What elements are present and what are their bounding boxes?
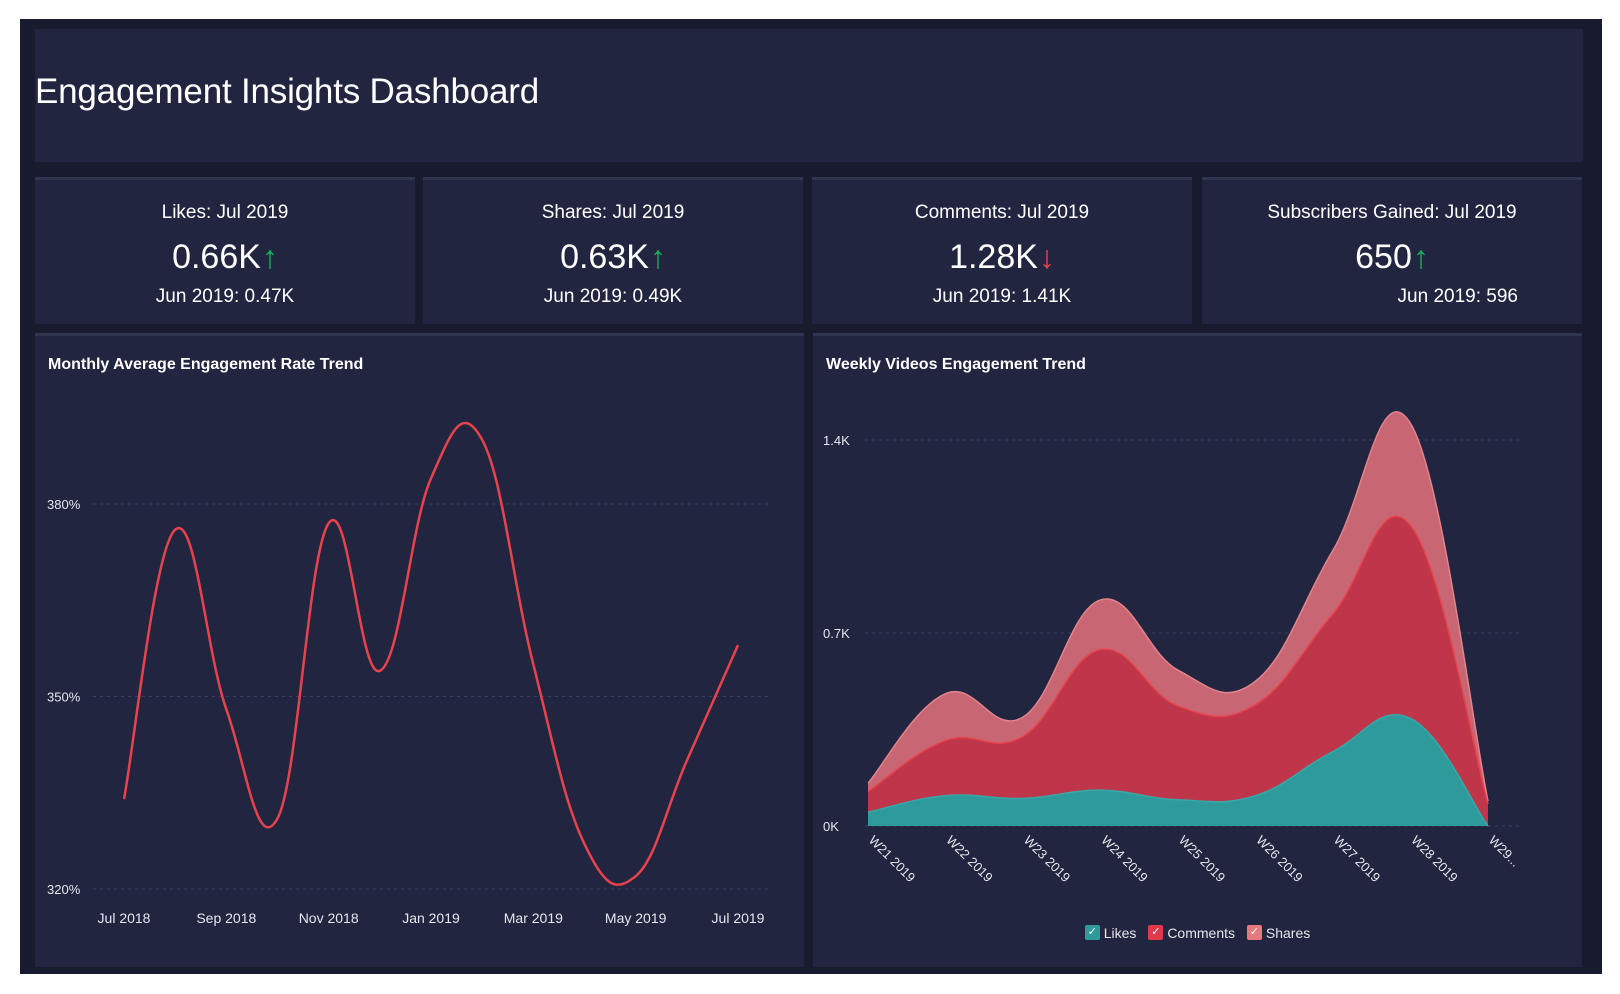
x-tick-label: May 2019 — [605, 910, 667, 926]
x-tick-label: Jul 2019 — [712, 910, 765, 926]
y-tick-label: 1.4K — [823, 433, 850, 448]
x-tick-label: W24 2019 — [1098, 833, 1151, 886]
kpi-card-comments[interactable]: Comments: Jul 2019 1.28K↓ Jun 2019: 1.41… — [812, 177, 1192, 324]
kpi-value: 0.66K↑ — [35, 238, 415, 277]
y-tick-label: 0K — [823, 819, 839, 834]
kpi-value-text: 650 — [1355, 238, 1412, 276]
trend-up-icon: ↑ — [261, 239, 278, 275]
kpi-value: 1.28K↓ — [812, 238, 1192, 277]
x-tick-label: W28 2019 — [1408, 833, 1461, 886]
engagement-rate-line-chart: 320% 350% 380% Jul 2018 Sep 2018 Nov 2018 Jan … — [47, 421, 770, 926]
legend-label: Comments — [1167, 924, 1235, 941]
trend-up-icon: ↑ — [649, 239, 666, 275]
x-tick-label: Sep 2018 — [196, 910, 256, 926]
kpi-previous: Jun 2019: 0.49K — [543, 286, 683, 307]
engagement-rate-chart-panel: Monthly Average Engagement Rate Trend 32… — [35, 333, 804, 967]
y-tick-label: 350% — [47, 690, 81, 705]
header-panel — [35, 29, 1583, 162]
kpi-title: Comments: Jul 2019 — [914, 202, 1090, 223]
x-tick-label: W27 2019 — [1331, 833, 1384, 886]
page-title: Engagement Insights Dashboard — [35, 72, 539, 111]
kpi-value: 0.63K↑ — [423, 238, 803, 277]
trend-down-icon: ↓ — [1038, 239, 1055, 275]
checkbox-icon: ✓ — [1148, 925, 1164, 940]
area-line-likes — [867, 713, 1489, 827]
kpi-card-likes[interactable]: Likes: Jul 2019 0.66K↑ Jun 2019: 0.47K — [35, 177, 415, 324]
chart-title: Monthly Average Engagement Rate Trend — [48, 356, 364, 373]
chart-legend: ✓ Likes ✓ Comments ✓ Shares — [813, 922, 1582, 941]
kpi-title: Subscribers Gained: Jul 2019 — [1267, 202, 1517, 223]
kpi-previous: Jun 2019: 596 — [1397, 286, 1518, 307]
kpi-card-subscribers[interactable]: Subscribers Gained: Jul 2019 650↑ Jun 20… — [1202, 177, 1582, 324]
x-tick-label: Jan 2019 — [402, 910, 460, 926]
x-tick-label: Nov 2018 — [299, 910, 359, 926]
legend-item-likes[interactable]: ✓ Likes — [1084, 924, 1137, 941]
checkbox-icon: ✓ — [1246, 925, 1262, 940]
trend-up-icon: ↑ — [1412, 239, 1429, 275]
x-tick-label: Jul 2018 — [98, 910, 151, 926]
kpi-value: 650↑ — [1202, 238, 1582, 277]
area-likes — [868, 714, 1488, 826]
kpi-title: Likes: Jul 2019 — [161, 202, 289, 223]
legend-label: Likes — [1103, 924, 1137, 941]
weekly-engagement-area-chart: 0K 0.7K 1.4K W21 2019 W22 2019 W23 2019 W24 20… — [823, 411, 1523, 886]
kpi-value-text: 0.63K — [560, 238, 649, 276]
y-tick-label: 0.7K — [823, 626, 850, 641]
kpi-value-text: 0.66K — [172, 238, 261, 276]
chart-title: Weekly Videos Engagement Trend — [826, 356, 1086, 373]
x-tick-label: W22 2019 — [943, 833, 996, 886]
area-comments — [868, 516, 1488, 826]
legend-item-shares[interactable]: ✓ Shares — [1246, 924, 1311, 941]
engagement-rate-series-line — [122, 421, 740, 886]
x-tick-label: W23 2019 — [1021, 833, 1074, 886]
kpi-previous: Jun 2019: 1.41K — [932, 286, 1072, 307]
kpi-value-text: 1.28K — [949, 238, 1038, 276]
kpi-card-shares[interactable]: Shares: Jul 2019 0.63K↑ Jun 2019: 0.49K — [423, 177, 803, 324]
y-tick-label: 320% — [47, 882, 81, 897]
weekly-engagement-chart-panel: Weekly Videos Engagement Trend 0K 0.7K 1.4… — [813, 333, 1582, 967]
legend-label: Shares — [1265, 924, 1311, 941]
checkbox-icon: ✓ — [1084, 925, 1100, 940]
x-tick-label: W25 2019 — [1176, 833, 1229, 886]
kpi-previous: Jun 2019: 0.47K — [155, 286, 295, 307]
x-tick-label: W26 2019 — [1253, 833, 1306, 886]
legend-item-comments[interactable]: ✓ Comments — [1148, 925, 1235, 941]
x-tick-label: Mar 2019 — [504, 910, 563, 926]
kpi-title: Shares: Jul 2019 — [541, 202, 685, 223]
x-tick-label: W29... — [1486, 833, 1523, 870]
area-line-comments — [867, 515, 1489, 805]
x-tick-label: W21 2019 — [866, 833, 919, 886]
area-line-shares — [867, 411, 1489, 802]
y-tick-label: 380% — [47, 497, 81, 512]
